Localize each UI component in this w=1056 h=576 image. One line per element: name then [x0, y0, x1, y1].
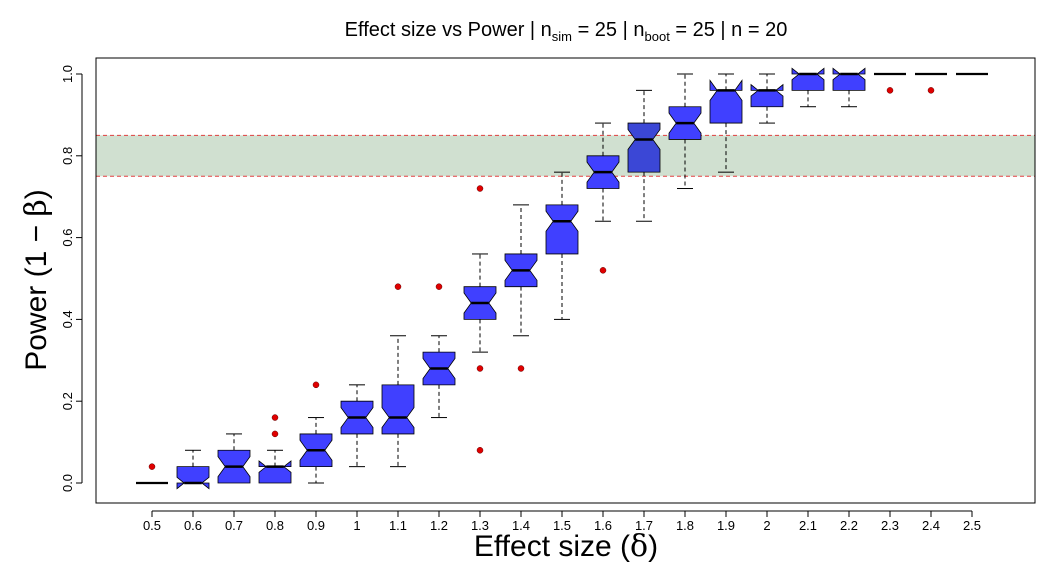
target-band-fill — [96, 135, 1035, 177]
x-tick-label: 0.5 — [143, 518, 161, 533]
x-tick-label: 2 — [763, 518, 770, 533]
box-0.5 — [136, 463, 168, 485]
x-tick-label: 1.7 — [635, 518, 653, 533]
x-tick-label: 2.1 — [799, 518, 817, 533]
x-tick-label: 1.5 — [553, 518, 571, 533]
box-1 — [340, 384, 374, 468]
outlier-point — [394, 283, 402, 290]
box-body — [176, 466, 210, 490]
x-tick-label: 1.6 — [594, 518, 612, 533]
box-1.7 — [627, 89, 661, 222]
outlier-point — [271, 430, 279, 438]
outlier-point — [148, 463, 156, 470]
box-body — [381, 384, 415, 435]
x-tick-label: 2.3 — [881, 518, 899, 533]
outlier-point — [435, 283, 443, 290]
outlier-point — [476, 365, 484, 372]
y-axis-label: Power (1 − β) — [19, 189, 54, 371]
box-2.2 — [832, 67, 866, 108]
box-1.1 — [381, 283, 415, 468]
box-0.9 — [299, 381, 333, 484]
box-body — [750, 83, 784, 108]
outlier-point — [599, 267, 607, 274]
outlier-point — [517, 365, 525, 372]
chart-title: Effect size vs Power | nsim = 25 | nboot… — [345, 19, 788, 44]
box-2.1 — [791, 67, 825, 108]
x-tick-label: 1 — [353, 518, 360, 533]
box-1.2 — [422, 283, 456, 419]
box-body — [627, 122, 661, 173]
x-tick-label: 0.9 — [307, 518, 325, 533]
outlier-point — [476, 185, 484, 192]
box-1.9 — [709, 73, 743, 173]
y-tick-label: 1.0 — [60, 65, 75, 83]
x-tick-label: 2.4 — [922, 518, 940, 533]
box-2 — [750, 73, 784, 124]
axes: 0.0 0.2 0.4 0.6 0.8 1.0 0.5 0.6 0.7 0.8 0.9 1 1.1 1.2… — [60, 65, 981, 533]
box-1.8 — [668, 73, 702, 190]
x-axis-label: Effect size (δ) — [474, 529, 658, 564]
x-tick-label: 1.1 — [389, 518, 407, 533]
outlier-point — [476, 447, 484, 454]
box-0.6 — [176, 449, 210, 490]
y-tick-label: 0.4 — [60, 310, 75, 328]
box-body — [791, 67, 825, 91]
x-tick-label: 1.4 — [512, 518, 530, 533]
box-1.3 — [463, 185, 497, 454]
box-1.6 — [586, 122, 620, 274]
y-tick-label: 0.0 — [60, 474, 75, 492]
box-body — [258, 460, 292, 484]
x-tick-label: 0.6 — [184, 518, 202, 533]
outlier-point — [927, 87, 935, 94]
y-tick-label: 0.6 — [60, 229, 75, 247]
boxplot-series — [136, 67, 988, 490]
box-0.8 — [258, 414, 292, 484]
x-tick-label: 2.5 — [963, 518, 981, 533]
x-tick-label: 2.2 — [840, 518, 858, 533]
box-body — [545, 204, 579, 255]
y-tick-label: 0.8 — [60, 147, 75, 165]
x-tick-label: 1.2 — [430, 518, 448, 533]
x-tick-label: 1.8 — [676, 518, 694, 533]
box-1.5 — [545, 171, 579, 320]
x-tick-label: 0.8 — [266, 518, 284, 533]
x-tick-label: 0.7 — [225, 518, 243, 533]
outlier-point — [312, 381, 320, 389]
box-2.4 — [915, 72, 947, 94]
x-tick-label: 1.3 — [471, 518, 489, 533]
plot-frame — [95, 57, 1036, 504]
y-tick-label: 0.2 — [60, 392, 75, 410]
target-power-band — [96, 134, 1035, 177]
outlier-point — [271, 414, 279, 421]
box-1.4 — [504, 204, 538, 372]
box-body — [832, 67, 866, 91]
x-tick-label: 1.9 — [717, 518, 735, 533]
box-0.7 — [217, 433, 251, 484]
box-2.3 — [874, 72, 906, 94]
outlier-point — [886, 87, 894, 94]
